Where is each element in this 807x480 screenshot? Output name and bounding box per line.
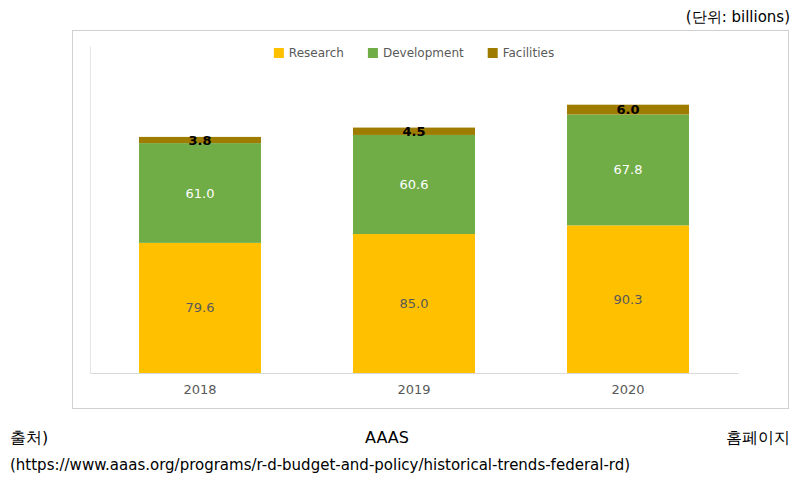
bar-segment (139, 143, 261, 243)
bar-series (139, 115, 689, 243)
data-label: 3.8 (188, 133, 211, 148)
annotation: (단위: billions) (686, 8, 790, 26)
annotation: (https://www.aaas.org/programs/r-d-budge… (10, 456, 630, 474)
legend: Research Development Facilities (274, 46, 554, 60)
legend-item: Development (368, 46, 464, 60)
legend-item: Research (274, 46, 344, 60)
data-label: 60.6 (400, 177, 429, 192)
y-axis-line (90, 47, 91, 374)
data-label: 6.0 (616, 102, 639, 117)
legend-label: Facilities (503, 46, 554, 60)
legend-swatch (368, 48, 378, 58)
bar-series (139, 225, 689, 373)
legend-swatch (274, 48, 284, 58)
data-label: 85.0 (400, 296, 429, 311)
bar-series (139, 105, 689, 143)
x-tick-label: 2020 (611, 382, 644, 397)
bar-segment (353, 234, 475, 373)
data-label: 61.0 (186, 186, 215, 201)
legend-swatch (488, 48, 498, 58)
data-labels: 79.6 85.0 90.3 61.0 60.6 67.8 3.8 4.5 6.0 (186, 102, 643, 315)
data-label: 4.5 (402, 124, 425, 139)
data-label: 90.3 (614, 292, 643, 307)
chart-frame (73, 31, 789, 409)
x-tick-label: 2019 (397, 382, 430, 397)
annotation: 출처) (10, 428, 48, 447)
data-label: 79.6 (186, 300, 215, 315)
x-tick: 2020 (611, 373, 644, 397)
chart: 79.685.090.361.060.667.83.84.56.02018201… (0, 0, 807, 480)
bar-segment (567, 225, 689, 373)
annotation: 홈페이지 (726, 428, 790, 447)
legend-label: Development (383, 46, 464, 60)
data-label: 67.8 (614, 162, 643, 177)
legend-label: Research (289, 46, 344, 60)
bars (139, 105, 689, 373)
bar-segment (353, 135, 475, 234)
x-tick: 2018 (183, 373, 216, 397)
x-tick: 2019 (397, 373, 430, 397)
x-axis-line (91, 373, 739, 374)
x-tick-label: 2018 (183, 382, 216, 397)
x-axis: 2018 2019 2020 (91, 373, 739, 397)
annotation: AAAS (365, 428, 409, 447)
bar-segment (139, 243, 261, 373)
bar-segment (567, 115, 689, 226)
legend-item: Facilities (488, 46, 554, 60)
y-axis (90, 47, 91, 374)
